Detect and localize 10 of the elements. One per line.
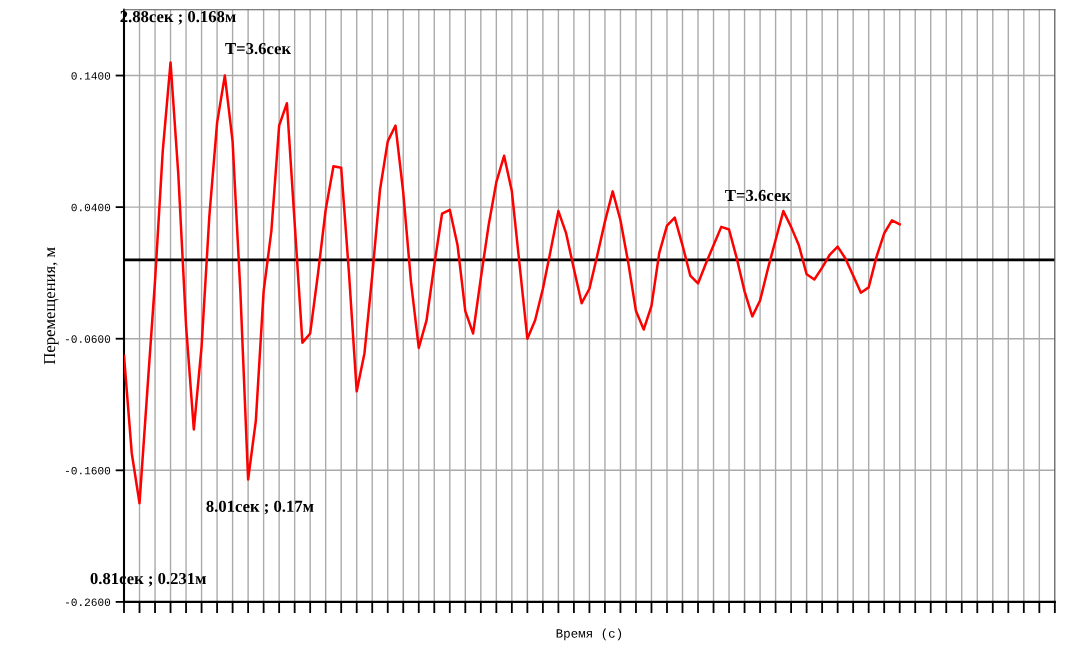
y-tick-label: -0.0600 [65, 335, 111, 343]
y-tick-label: 0.1400 [71, 72, 111, 80]
annotation: T=3.6сек [725, 189, 791, 202]
y-tick-label: -0.1600 [65, 466, 111, 475]
y-tick-label: -0.2600 [65, 598, 111, 607]
y-axis-title: Перемещения, м [44, 247, 59, 365]
x-axis-title: Время (с) [556, 628, 622, 641]
annotation: T=3.6сек [225, 42, 292, 55]
y-tick-label: 0.0400 [71, 203, 111, 212]
annotation: 8.01сек ; 0.17м [206, 500, 314, 515]
